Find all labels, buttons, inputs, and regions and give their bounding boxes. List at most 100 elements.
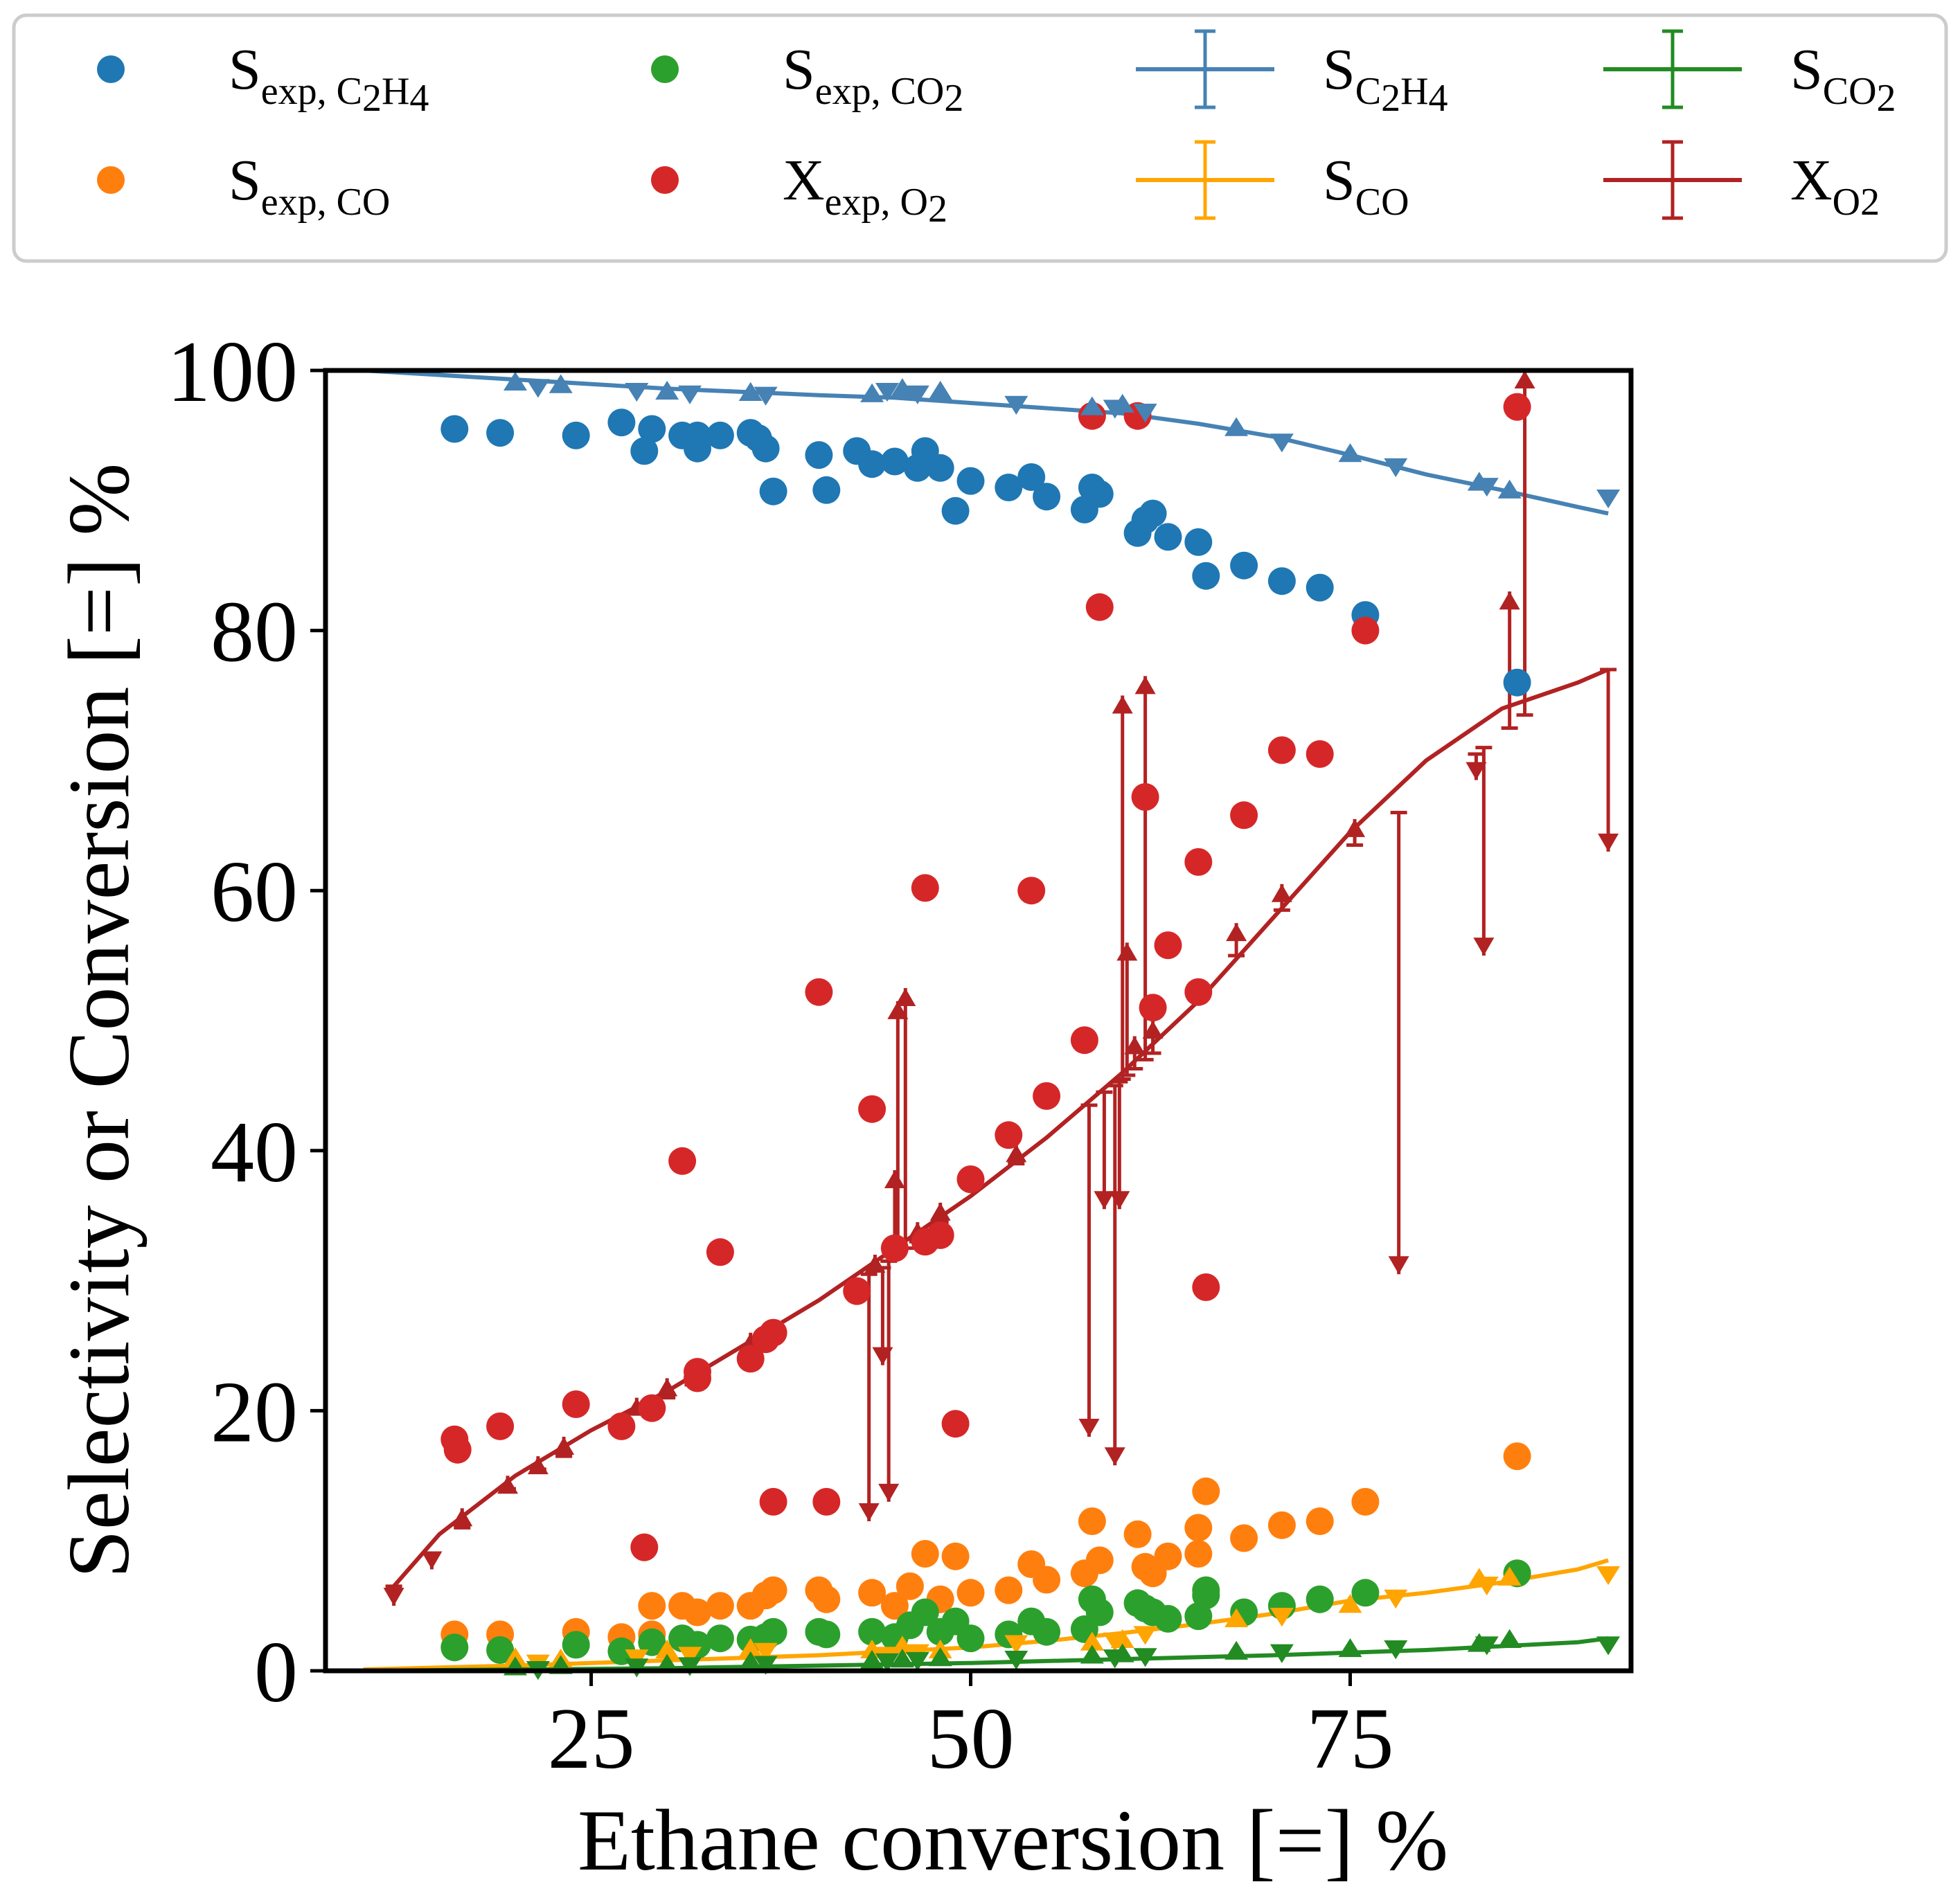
model-marker	[1475, 1636, 1499, 1656]
data-point	[1070, 1026, 1098, 1055]
model-marker	[1133, 1626, 1157, 1645]
data-point	[1351, 616, 1380, 645]
data-point	[684, 434, 711, 463]
x-axis-title: Ethane conversion [=] %	[578, 1793, 1448, 1889]
model-marker	[1224, 1608, 1249, 1627]
data-point	[630, 437, 659, 465]
data-point	[956, 1624, 985, 1653]
data-point	[1192, 1273, 1220, 1301]
y-tick-label: 0	[254, 1624, 298, 1721]
data-point	[1154, 1542, 1182, 1570]
model-marker	[678, 1647, 702, 1666]
o2-arrow-head	[1499, 591, 1520, 610]
x-tick-label: 25	[548, 1691, 635, 1787]
legend-item-s-exp-c2h4: Sexp, C2H4	[97, 37, 429, 120]
y-tick-label: 80	[211, 584, 298, 681]
data-point	[1503, 393, 1531, 421]
model-marker	[1224, 417, 1249, 436]
data-point	[812, 1487, 841, 1516]
data-point	[1184, 528, 1213, 556]
data-point	[684, 1364, 711, 1392]
data-point	[941, 1410, 970, 1438]
data-point	[759, 1576, 787, 1604]
model-marker	[1384, 458, 1408, 478]
o2-arrow-head	[421, 1551, 443, 1570]
model-marker	[1004, 1651, 1028, 1670]
data-point	[759, 477, 787, 505]
data-point	[956, 467, 985, 495]
model-marker	[1497, 479, 1522, 499]
legend-marker	[651, 166, 679, 194]
model-marker	[890, 1648, 914, 1668]
data-point	[1267, 567, 1296, 595]
legend-label: SCO2	[1790, 37, 1896, 120]
o2-arrow-head	[878, 1483, 900, 1502]
data-point	[562, 1390, 590, 1418]
model-marker	[1475, 478, 1499, 497]
o2-arrow	[1094, 1090, 1115, 1210]
model-marker	[1080, 396, 1104, 415]
data-point	[1184, 978, 1213, 1006]
legend-label: XO2	[1790, 148, 1880, 224]
data-point	[812, 476, 841, 504]
y-tick-label: 20	[211, 1364, 298, 1460]
o2-arrow	[383, 1584, 404, 1606]
model-marker	[526, 379, 550, 398]
model-markers-s-c2h4	[503, 371, 1621, 509]
model-marker	[625, 382, 649, 402]
o2-arrow-head	[887, 1001, 909, 1019]
data-point	[956, 1165, 985, 1194]
data-point	[858, 450, 887, 478]
o2-arrow-head	[1094, 1191, 1115, 1210]
data-point	[751, 434, 780, 463]
data-point	[911, 1598, 939, 1626]
model-marker	[678, 385, 702, 404]
model-marker	[860, 383, 884, 402]
data-point	[562, 421, 590, 449]
scatter-series-x-exp-o2	[440, 393, 1531, 1561]
legend-marker	[97, 166, 125, 194]
o2-arrow	[1134, 676, 1156, 1061]
y-tick-label: 40	[211, 1104, 298, 1201]
o2-arrow	[1514, 370, 1535, 717]
data-point	[995, 1576, 1023, 1604]
data-point	[684, 1598, 711, 1626]
model-marker	[875, 382, 899, 402]
o2-arrow-head	[1388, 1256, 1409, 1275]
data-point	[843, 1277, 871, 1305]
data-point	[486, 419, 515, 447]
data-point	[1306, 573, 1334, 602]
legend-label: Xexp, O2	[783, 148, 947, 231]
o2-arrow-head	[884, 1169, 905, 1188]
data-point	[812, 1620, 841, 1649]
data-point	[1085, 480, 1114, 508]
data-point	[1351, 1487, 1380, 1516]
data-point	[562, 1631, 590, 1659]
o2-arrow	[553, 1436, 575, 1458]
model-marker	[890, 1635, 914, 1655]
model-marker	[1338, 443, 1362, 463]
data-point	[706, 1238, 734, 1266]
data-point	[1503, 1442, 1531, 1471]
o2-arrow-head	[1116, 942, 1138, 961]
data-point	[941, 1542, 970, 1570]
o2-arrow-head	[657, 1378, 678, 1397]
data-point	[1154, 523, 1182, 551]
model-marker	[860, 1649, 884, 1669]
data-point	[630, 1533, 659, 1561]
data-point	[706, 1592, 734, 1620]
legend-item-s-co2: SCO2	[1603, 29, 1896, 120]
model-marker	[655, 1653, 679, 1673]
data-point	[1033, 1082, 1061, 1110]
data-point	[1085, 593, 1114, 621]
data-point	[1131, 783, 1159, 811]
data-point	[736, 1345, 765, 1373]
legend-label: Sexp, CO2	[783, 37, 963, 120]
data-point	[896, 1572, 924, 1600]
data-point	[1085, 1598, 1114, 1626]
legend-marker	[97, 55, 125, 83]
o2-arrow	[421, 1551, 443, 1570]
o2-arrow-head	[1142, 1021, 1164, 1039]
model-line-s-co	[363, 1558, 1609, 1672]
model-marker	[905, 385, 929, 404]
